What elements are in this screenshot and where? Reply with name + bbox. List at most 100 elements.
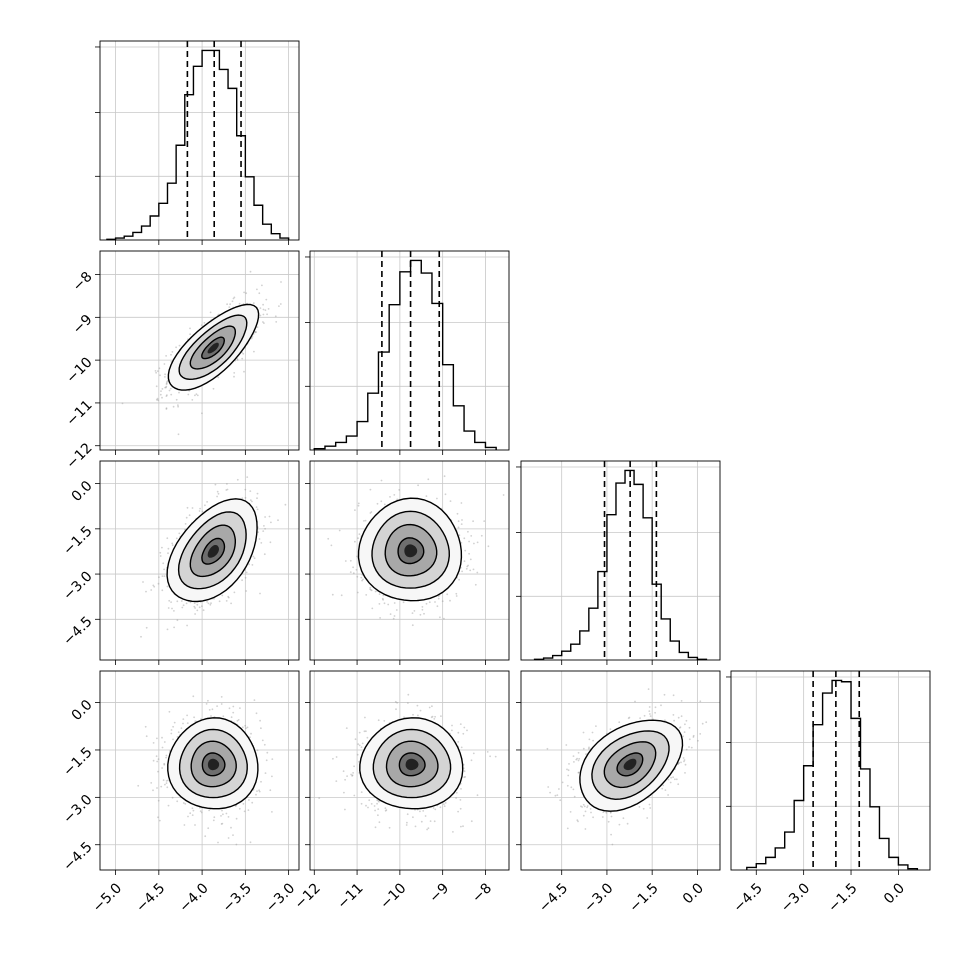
sample-point [461, 570, 463, 573]
pair-p0-p3-frame [99, 670, 300, 871]
sample-point [253, 350, 255, 353]
sample-point [163, 741, 166, 743]
sample-point [264, 772, 267, 774]
sample-point [150, 782, 153, 784]
sample-point [402, 601, 405, 604]
sample-point [467, 530, 469, 533]
contour-line [167, 717, 259, 810]
contour-line [372, 728, 452, 799]
sample-point [476, 541, 479, 544]
sample-point [395, 708, 397, 711]
contour-line [201, 752, 226, 777]
sample-point [225, 812, 228, 815]
sample-point [385, 809, 388, 811]
sample-point [346, 775, 348, 777]
sample-point [232, 705, 235, 708]
sample-point [259, 592, 261, 595]
sample-point [350, 773, 352, 776]
sample-point [161, 589, 164, 592]
sample-point [244, 576, 247, 579]
sample-point [443, 475, 446, 478]
sample-point [365, 594, 368, 596]
sample-point [358, 731, 361, 734]
sample-point [585, 753, 587, 755]
sample-point [155, 385, 158, 388]
sample-point [388, 826, 391, 829]
sample-point [260, 542, 263, 544]
sample-point [222, 813, 224, 816]
sample-point [360, 746, 363, 749]
contour-line [398, 752, 426, 777]
sample-point [457, 526, 460, 529]
sample-point [241, 726, 244, 729]
sample-point [443, 803, 445, 805]
sample-point [260, 727, 262, 730]
sample-point [229, 303, 232, 306]
sample-point [165, 383, 168, 385]
sample-point [186, 506, 189, 509]
sample-point [460, 502, 463, 504]
sample-point [416, 704, 419, 707]
sample-point [168, 710, 171, 713]
sample-point [419, 709, 422, 712]
sample-point [364, 519, 367, 522]
sample-point [193, 602, 196, 604]
sample-point [157, 770, 159, 773]
sample-point [461, 519, 463, 521]
sample-point [677, 783, 680, 786]
sample-point [382, 594, 385, 597]
sample-point [156, 787, 158, 789]
sample-point [194, 613, 197, 615]
contour-line [189, 524, 236, 578]
sample-point [396, 701, 398, 704]
sample-point [176, 736, 179, 738]
sample-point [145, 735, 148, 738]
sample-point [470, 759, 473, 762]
sample-point [262, 530, 265, 532]
sample-point [458, 578, 460, 581]
sample-point [422, 810, 425, 812]
sample-point [251, 801, 254, 804]
sample-point [201, 510, 204, 513]
sample-point [468, 540, 470, 543]
sample-point [271, 811, 273, 813]
sample-point [167, 804, 170, 807]
sample-point [173, 626, 176, 629]
contour-line [357, 497, 463, 602]
sample-point [449, 500, 452, 502]
sample-point [436, 497, 438, 500]
sample-point [177, 405, 180, 408]
sample-point [264, 309, 267, 312]
sample-point [459, 799, 462, 801]
sample-point [463, 726, 466, 729]
sample-point [191, 507, 194, 509]
sample-point [220, 815, 222, 817]
sample-point [403, 716, 405, 719]
sample-point [476, 571, 479, 574]
marginal-p1-frame [309, 250, 510, 451]
sample-point [431, 705, 433, 708]
sample-point [443, 617, 445, 620]
sample-point [191, 814, 194, 816]
sample-point [233, 591, 236, 594]
sample-point [462, 825, 464, 828]
sample-point [480, 534, 483, 537]
sample-point [161, 575, 164, 577]
contour-line [201, 537, 226, 565]
sample-point [353, 794, 356, 797]
sample-point [469, 569, 472, 572]
sample-point [464, 776, 467, 778]
sample-point [230, 826, 232, 829]
sample-point [577, 820, 579, 823]
sample-point [263, 322, 265, 324]
sample-point [279, 303, 282, 305]
sample-point [217, 376, 220, 379]
sample-point [369, 512, 372, 514]
sample-point [424, 815, 427, 817]
sample-point [258, 538, 261, 540]
sample-point [137, 784, 140, 787]
sample-point [472, 520, 474, 523]
sample-point [344, 808, 346, 811]
sample-point [369, 588, 371, 590]
sample-point [249, 490, 252, 492]
